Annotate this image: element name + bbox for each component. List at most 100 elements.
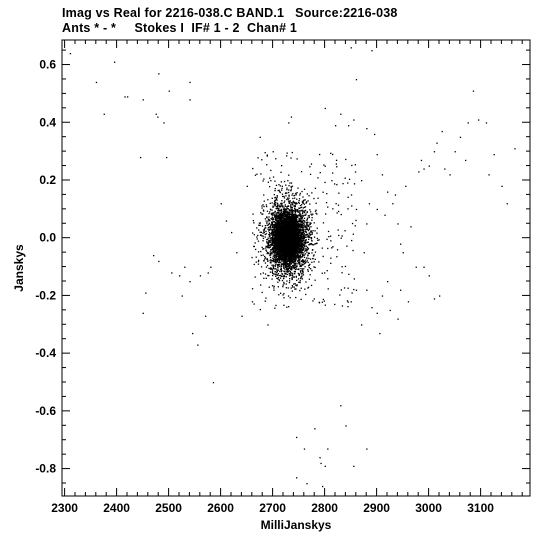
data-point bbox=[290, 224, 292, 226]
data-point bbox=[294, 264, 296, 266]
data-point bbox=[308, 228, 311, 230]
data-point bbox=[272, 224, 274, 226]
data-point bbox=[274, 242, 276, 245]
data-point bbox=[282, 220, 285, 222]
data-point bbox=[262, 235, 264, 237]
data-point bbox=[272, 255, 274, 257]
data-point bbox=[303, 252, 305, 254]
data-point bbox=[265, 249, 267, 251]
data-point bbox=[257, 240, 260, 242]
data-point bbox=[280, 259, 283, 261]
data-point bbox=[276, 274, 278, 276]
data-point bbox=[278, 220, 280, 222]
chart-title-line-2: Ants * - * Stokes I IF# 1 - 2 Chan# 1 bbox=[62, 21, 298, 35]
data-point bbox=[271, 234, 273, 236]
data-point bbox=[283, 246, 285, 248]
data-point bbox=[299, 212, 301, 214]
data-point bbox=[282, 251, 284, 253]
data-point bbox=[287, 236, 289, 238]
data-point bbox=[278, 259, 280, 261]
data-point bbox=[282, 250, 284, 252]
data-point bbox=[282, 231, 285, 233]
data-point bbox=[281, 232, 284, 234]
data-point bbox=[275, 217, 277, 220]
data-point bbox=[277, 261, 280, 263]
data-point bbox=[303, 248, 305, 250]
data-point bbox=[290, 213, 292, 216]
data-point bbox=[312, 255, 315, 257]
data-point bbox=[303, 268, 305, 270]
data-point bbox=[289, 263, 291, 265]
data-point bbox=[293, 215, 295, 217]
data-point bbox=[307, 200, 309, 202]
data-point bbox=[280, 202, 282, 204]
data-point bbox=[307, 261, 309, 264]
data-point bbox=[293, 241, 295, 243]
data-point bbox=[287, 232, 289, 234]
data-point bbox=[290, 211, 292, 213]
data-point bbox=[284, 263, 286, 265]
data-point bbox=[294, 204, 296, 207]
data-point bbox=[306, 211, 308, 214]
data-point bbox=[300, 271, 302, 273]
data-point bbox=[314, 230, 316, 232]
data-point bbox=[286, 231, 288, 233]
data-point bbox=[298, 242, 301, 244]
data-point bbox=[309, 236, 311, 239]
data-point bbox=[284, 204, 286, 206]
data-point bbox=[299, 240, 301, 242]
data-point bbox=[269, 211, 271, 213]
data-point bbox=[295, 208, 297, 211]
data-point bbox=[293, 259, 295, 261]
data-point bbox=[296, 198, 298, 200]
data-point bbox=[296, 265, 298, 268]
data-points bbox=[69, 47, 516, 488]
data-point bbox=[264, 273, 267, 275]
data-point bbox=[299, 231, 301, 234]
data-point bbox=[284, 225, 287, 227]
data-point bbox=[295, 284, 297, 286]
data-point bbox=[296, 210, 298, 212]
data-point bbox=[282, 257, 284, 259]
data-point bbox=[282, 233, 284, 235]
data-point bbox=[284, 217, 286, 219]
data-point bbox=[275, 256, 278, 259]
data-point bbox=[276, 240, 278, 242]
data-point bbox=[287, 256, 289, 258]
data-point bbox=[292, 201, 294, 203]
data-point bbox=[302, 249, 304, 251]
data-point bbox=[281, 245, 283, 247]
data-point bbox=[269, 253, 271, 255]
data-point bbox=[284, 247, 287, 249]
data-point bbox=[291, 240, 293, 242]
data-point bbox=[299, 194, 301, 196]
data-point bbox=[279, 242, 282, 244]
data-point bbox=[280, 269, 282, 271]
data-point bbox=[303, 241, 305, 244]
data-point bbox=[289, 201, 291, 203]
data-point bbox=[286, 231, 289, 234]
data-point bbox=[300, 231, 302, 234]
data-point bbox=[293, 240, 295, 243]
data-point bbox=[308, 216, 310, 219]
data-point bbox=[298, 258, 300, 260]
data-point bbox=[281, 263, 283, 265]
data-point bbox=[285, 261, 287, 263]
data-point bbox=[276, 255, 278, 257]
data-point bbox=[310, 237, 313, 239]
data-point bbox=[283, 215, 286, 218]
data-point bbox=[283, 281, 285, 284]
data-point bbox=[275, 262, 277, 264]
data-point bbox=[306, 211, 308, 213]
data-point bbox=[287, 240, 289, 242]
data-point bbox=[298, 250, 300, 252]
data-point bbox=[300, 273, 302, 275]
data-point bbox=[303, 211, 306, 214]
data-point bbox=[287, 220, 289, 223]
data-point bbox=[276, 225, 279, 228]
data-point bbox=[294, 238, 297, 240]
data-point bbox=[297, 209, 299, 211]
data-point bbox=[271, 251, 273, 253]
data-point bbox=[296, 240, 298, 242]
data-point bbox=[300, 248, 302, 250]
